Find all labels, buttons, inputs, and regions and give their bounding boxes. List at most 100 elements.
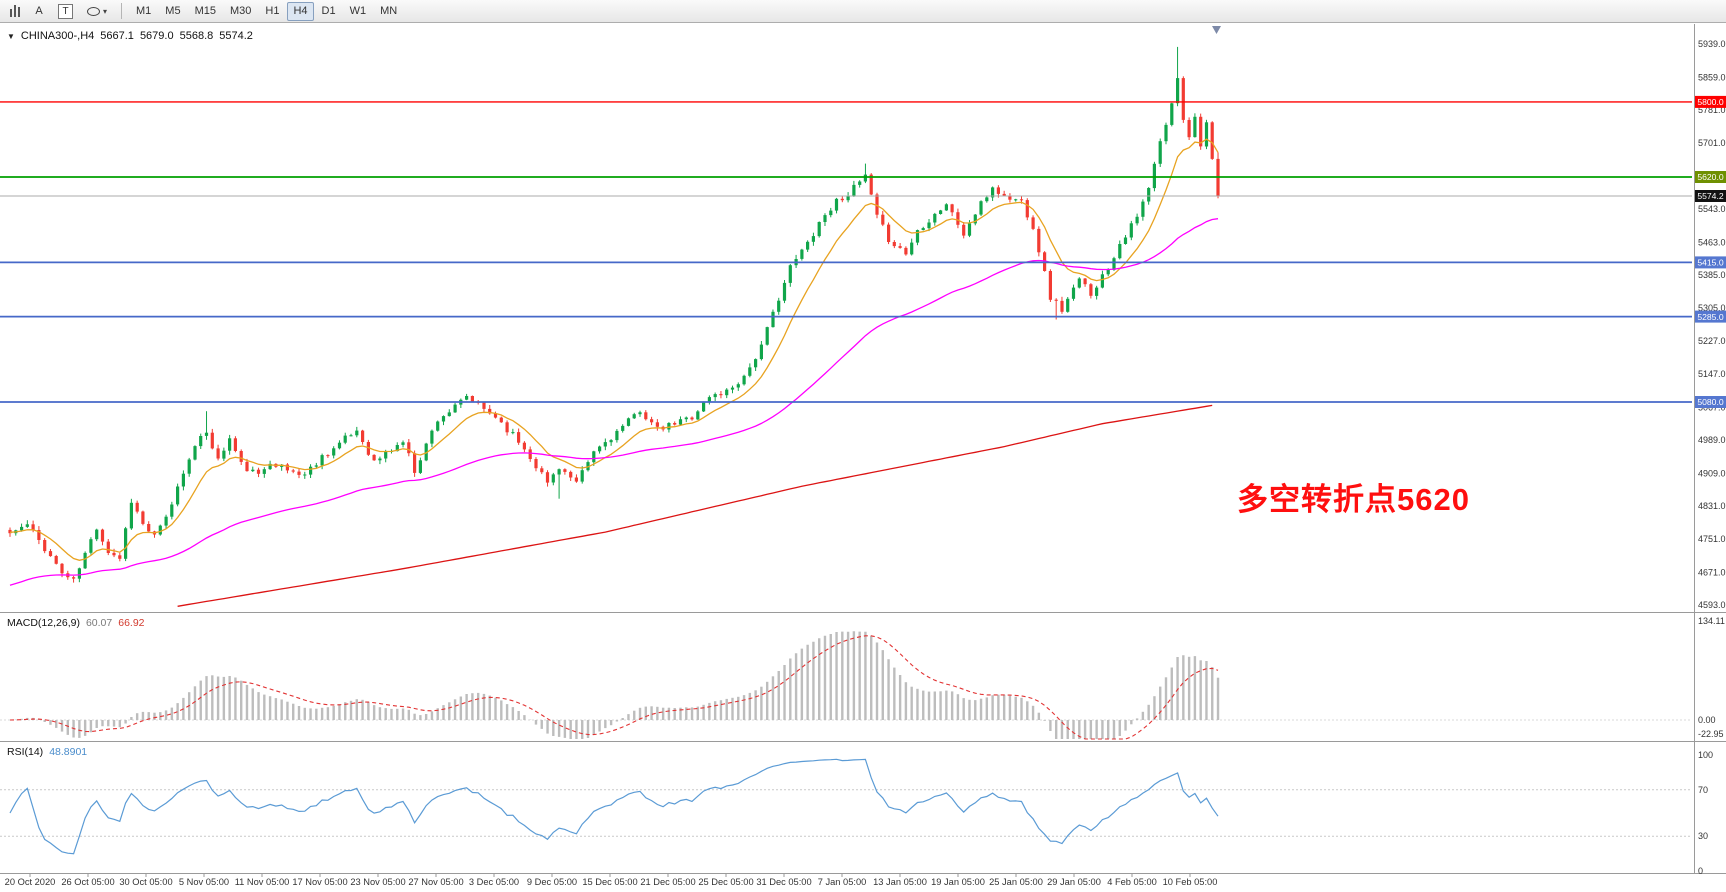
svg-text:4831.0: 4831.0 [1698,501,1726,511]
svg-text:4593.0: 4593.0 [1698,600,1726,610]
macd-histogram [14,631,1220,739]
svg-text:25 Dec 05:00: 25 Dec 05:00 [698,877,753,887]
rsi-name: RSI(14) [7,746,44,758]
svg-text:5080.0: 5080.0 [1697,397,1724,407]
bar-objects-button[interactable] [4,2,26,21]
timeframe-buttons: M1 M5 M15 M30 H1 H4 D1 W1 MN [130,1,403,21]
ohlc-close: 5574.2 [219,30,253,42]
bars-icon [10,5,20,17]
annotation-text: 多空转折点5620 [1237,482,1470,517]
svg-text:5574.2: 5574.2 [1697,191,1724,201]
svg-text:9 Dec 05:00: 9 Dec 05:00 [527,877,577,887]
macd-name: MACD(12,26,9) [7,617,80,629]
macd-label: MACD(12,26,9) 60.07 66.92 [7,617,145,629]
svg-text:5 Nov 05:00: 5 Nov 05:00 [179,877,229,887]
rsi-line [9,758,1219,855]
svg-text:19 Jan 05:00: 19 Jan 05:00 [931,877,985,887]
svg-text:20 Oct 2020: 20 Oct 2020 [5,877,56,887]
text-tool-label: A [35,5,43,17]
svg-text:5939.0: 5939.0 [1698,39,1726,49]
ma-line-medium [9,218,1219,586]
svg-text:5800.0: 5800.0 [1697,97,1724,107]
svg-text:5701.0: 5701.0 [1698,138,1726,148]
timeframe-button-m30[interactable]: M30 [224,2,257,21]
svg-text:10 Feb 05:00: 10 Feb 05:00 [1163,877,1218,887]
timeframe-button-d1[interactable]: D1 [316,2,342,21]
svg-text:4989.0: 4989.0 [1698,435,1726,445]
ma-line-fast [9,138,1219,561]
price-axis: 5939.05859.05781.05701.05623.05543.05463… [1698,39,1726,610]
chart-shift-marker[interactable] [1212,26,1221,34]
svg-text:5227.0: 5227.0 [1698,336,1726,346]
rsi-axis-label: 0 [1698,866,1703,876]
rsi-axis-label: 100 [1698,750,1713,760]
ohlc-high: 5679.0 [139,30,174,42]
svg-text:5285.0: 5285.0 [1697,312,1724,322]
support-price-tag: 5285.0 [1695,310,1726,323]
svg-text:17 Nov 05:00: 17 Nov 05:00 [292,877,347,887]
svg-text:5781.0: 5781.0 [1698,105,1726,115]
ohlc-low: 5568.8 [179,30,214,42]
svg-text:30 Oct 05:00: 30 Oct 05:00 [119,877,172,887]
label-tool-icon: T [58,3,73,19]
symbol-name: CHINA300-,H4 [20,30,95,42]
svg-text:5859.0: 5859.0 [1698,72,1726,82]
pivot-price-tag: 5620.0 [1695,171,1726,183]
svg-text:4751.0: 4751.0 [1698,534,1726,544]
svg-text:5463.0: 5463.0 [1698,237,1726,247]
shapes-tool-button[interactable]: ▾ [81,2,113,21]
ohlc-open: 5667.1 [100,30,134,42]
svg-text:13 Jan 05:00: 13 Jan 05:00 [873,877,927,887]
support-price-tag: 5080.0 [1695,396,1726,408]
svg-text:21 Dec 05:00: 21 Dec 05:00 [640,877,695,887]
timeframe-button-m5[interactable]: M5 [159,2,186,21]
timeframe-button-m15[interactable]: M15 [189,2,222,21]
rsi-axis-label: 30 [1698,831,1708,841]
svg-text:4909.0: 4909.0 [1698,468,1726,478]
ellipse-icon [87,6,100,16]
label-tool-button[interactable]: T [52,2,79,21]
svg-text:5305.0: 5305.0 [1698,303,1726,313]
svg-text:5147.0: 5147.0 [1698,369,1726,379]
svg-text:15 Dec 05:00: 15 Dec 05:00 [582,877,637,887]
rsi-value: 48.8901 [49,746,88,758]
svg-text:5620.0: 5620.0 [1697,172,1724,182]
timeframe-button-w1[interactable]: W1 [344,2,373,21]
svg-text:5385.0: 5385.0 [1698,270,1726,280]
timeframe-button-h4[interactable]: H4 [287,1,314,21]
svg-text:5543.0: 5543.0 [1698,204,1726,214]
svg-text:27 Nov 05:00: 27 Nov 05:00 [408,877,463,887]
chevron-down-icon: ▾ [103,6,108,16]
svg-text:31 Dec 05:00: 31 Dec 05:00 [756,877,811,887]
svg-text:3 Dec 05:00: 3 Dec 05:00 [469,877,519,887]
toolbar: A T ▾ M1 M5 M15 M30 H1 H4 D1 W1 MN [0,0,1726,23]
current-price-price-tag: 5574.2 [1695,190,1726,202]
timeframe-button-h1[interactable]: H1 [259,2,285,21]
chart-title: ▼ CHINA300-,H4 5667.1 5679.0 5568.8 5574… [7,30,253,42]
rsi-axis-label: 70 [1698,785,1708,795]
timeframe-button-mn[interactable]: MN [374,2,403,21]
symbol-dropdown-icon[interactable]: ▼ [7,31,15,41]
toolbar-separator [121,3,123,19]
time-axis: 20 Oct 2020 26 Oct 05:00 30 Oct 05:00 5 Nov… [5,873,1218,887]
svg-text:23 Nov 05:00: 23 Nov 05:00 [350,877,405,887]
macd-signal-value: 66.92 [118,617,145,629]
support-price-tag: 5415.0 [1695,256,1726,269]
svg-text:11 Nov 05:00: 11 Nov 05:00 [235,877,290,887]
svg-text:26 Oct 05:00: 26 Oct 05:00 [61,877,114,887]
timeframe-button-m1[interactable]: M1 [130,2,157,21]
macd-axis-label: 0.00 [1698,715,1716,725]
text-tool-button[interactable]: A [28,2,50,21]
svg-text:25 Jan 05:00: 25 Jan 05:00 [989,877,1043,887]
macd-signal-line [9,635,1219,740]
svg-text:4 Feb 05:00: 4 Feb 05:00 [1107,877,1157,887]
svg-text:4671.0: 4671.0 [1698,567,1726,577]
macd-axis-label: 134.11 [1698,616,1725,626]
macd-axis-label: -22.95 [1698,729,1724,739]
svg-text:29 Jan 05:00: 29 Jan 05:00 [1047,877,1101,887]
ma-line-slow [177,404,1213,607]
svg-text:7 Jan 05:00: 7 Jan 05:00 [818,877,867,887]
